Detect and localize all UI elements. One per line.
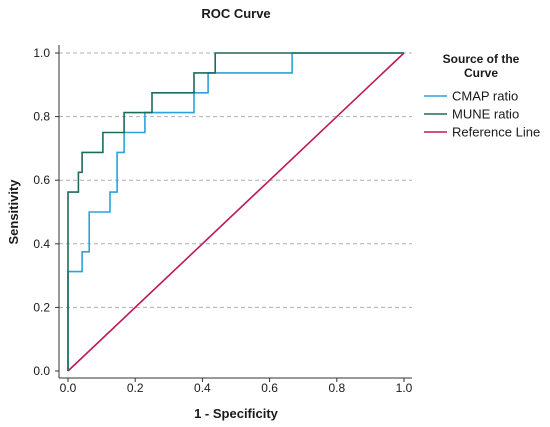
legend-label-reference-line: Reference Line <box>452 125 540 140</box>
legend-label-mune-ratio: MUNE ratio <box>452 107 519 122</box>
legend-title-line-1: Source of the <box>443 52 520 66</box>
y-tick-label-4: 0.8 <box>33 110 50 124</box>
x-tick-label-3: 0.6 <box>261 381 278 395</box>
series-line-reference-line <box>67 52 405 372</box>
x-tick-label-0: 0.0 <box>60 381 77 395</box>
legend-title-line-2: Curve <box>464 66 498 80</box>
axes <box>58 45 412 379</box>
series-line-mune-ratio <box>67 52 404 371</box>
x-axis-label: 1 - Specificity <box>194 406 279 421</box>
x-tick-label-4: 0.8 <box>328 381 345 395</box>
series-line-cmap-ratio <box>67 52 404 371</box>
y-tick-label-2: 0.4 <box>33 237 50 251</box>
x-tick-labels: 0.0 0.2 0.4 0.6 0.8 1.0 <box>60 378 413 395</box>
legend: Source of the Curve CMAP ratio MUNE ratio… <box>424 52 540 140</box>
chart-title: ROC Curve <box>201 6 270 21</box>
series-lines <box>67 52 405 372</box>
y-tick-labels: 0.0 0.2 0.4 0.6 0.8 1.0 <box>33 46 59 378</box>
legend-label-cmap-ratio: CMAP ratio <box>452 89 518 104</box>
x-tick-label-2: 0.4 <box>194 381 211 395</box>
y-tick-label-5: 1.0 <box>33 46 50 60</box>
y-tick-label-0: 0.0 <box>33 364 50 378</box>
x-tick-label-5: 1.0 <box>396 381 413 395</box>
grid-lines <box>59 52 412 308</box>
legend-items: CMAP ratio MUNE ratio Reference Line <box>424 89 540 140</box>
y-tick-label-3: 0.6 <box>33 173 50 187</box>
y-tick-label-1: 0.2 <box>33 300 50 314</box>
x-tick-label-1: 0.2 <box>127 381 144 395</box>
y-axis-label: Sensitivity <box>6 179 21 245</box>
